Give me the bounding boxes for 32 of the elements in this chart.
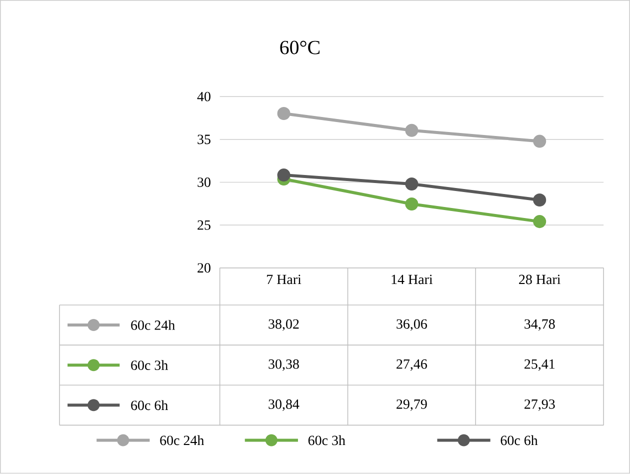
x-tick-label: 7 Hari (267, 274, 302, 284)
point (533, 215, 546, 228)
text: 60c 24h (160, 435, 204, 446)
data-label: 27,46 (396, 360, 427, 371)
y-tick-label: 30 (198, 178, 210, 188)
chart-title: 60°C (280, 40, 320, 54)
point (405, 124, 418, 138)
y-tick-label: 35 (198, 134, 210, 144)
legend-label: 60c 24h (131, 320, 175, 330)
legend-label: 60c 3h (131, 360, 168, 370)
point (405, 178, 418, 191)
point (277, 107, 290, 120)
y-tick-label: 25 (198, 220, 210, 230)
y-tick-label: 20 (198, 263, 210, 273)
legend-label: 60c 6h (131, 400, 168, 410)
data-label: 30,84 (268, 400, 300, 412)
data-label: 27,93 (524, 400, 555, 412)
data-label: 36,06 (396, 319, 427, 331)
point (533, 194, 546, 207)
data-label: 30,38 (268, 360, 299, 371)
text: 60c 6h (500, 435, 538, 446)
point (533, 134, 546, 148)
text: 60c 3h (308, 435, 346, 446)
data-label: 38,02 (268, 319, 299, 331)
data-label: 25,41 (524, 360, 555, 371)
x-tick-label: 14 Hari (392, 274, 433, 284)
point (405, 198, 418, 211)
data-label: 29,79 (396, 400, 427, 412)
point (277, 168, 290, 182)
x-tick-label: 28 Hari (519, 274, 560, 284)
y-tick-label: 40 (197, 92, 210, 102)
data-label: 34,78 (524, 319, 555, 331)
